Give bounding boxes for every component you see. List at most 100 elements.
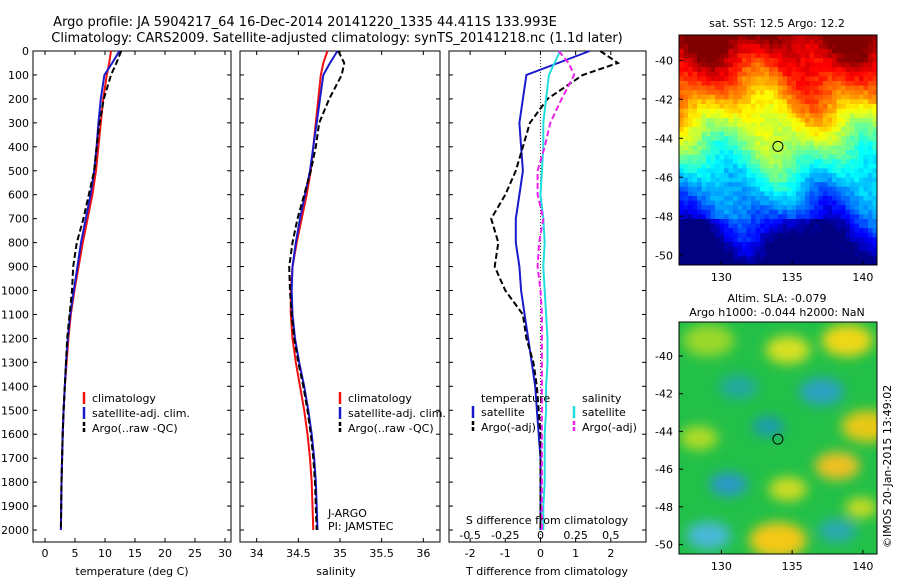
sst-cell bbox=[809, 81, 815, 87]
sst-cell bbox=[688, 255, 694, 261]
sst-cell bbox=[832, 191, 838, 197]
sst-cell bbox=[755, 214, 761, 220]
sst-cell bbox=[719, 127, 725, 133]
sst-cell bbox=[715, 255, 721, 261]
sst-cell bbox=[679, 219, 685, 225]
y-tick-label: 600 bbox=[8, 189, 29, 202]
sst-cell bbox=[701, 90, 707, 96]
sst-cell bbox=[742, 182, 748, 188]
sst-cell bbox=[850, 255, 856, 261]
sst-cell bbox=[791, 76, 797, 82]
sst-cell bbox=[769, 122, 775, 128]
sst-cell bbox=[859, 163, 865, 169]
sst-cell bbox=[755, 251, 761, 257]
salinity-axes-frame bbox=[239, 50, 441, 543]
sst-cell bbox=[818, 260, 824, 265]
sst-cell bbox=[832, 205, 838, 211]
sst-cell bbox=[823, 145, 829, 151]
sst-cell bbox=[863, 209, 869, 215]
sst-cell bbox=[679, 186, 685, 192]
sst-cell bbox=[778, 58, 784, 64]
sst-cell bbox=[737, 136, 743, 142]
sst-cell bbox=[854, 186, 860, 192]
sst-cell bbox=[773, 35, 779, 41]
sst-cell bbox=[841, 214, 847, 220]
sst-cell bbox=[782, 108, 788, 114]
sst-cell bbox=[692, 260, 698, 265]
sst-cell bbox=[760, 67, 766, 73]
sst-cell bbox=[742, 191, 748, 197]
sst-cell bbox=[814, 58, 820, 64]
sst-cell bbox=[823, 191, 829, 197]
sst-cell bbox=[715, 44, 721, 50]
sla-anomaly-blob bbox=[679, 426, 718, 450]
sst-cell bbox=[697, 76, 703, 82]
sst-cell bbox=[755, 145, 761, 151]
sst-cell bbox=[737, 246, 743, 252]
sst-cell bbox=[809, 168, 815, 174]
sst-cell bbox=[872, 200, 877, 206]
sst-cell bbox=[733, 228, 739, 234]
sst-cell bbox=[805, 255, 811, 261]
sst-cell bbox=[823, 150, 829, 156]
sst-cell bbox=[863, 108, 869, 114]
sst-cell bbox=[863, 260, 869, 265]
sst-cell bbox=[863, 191, 869, 197]
sst-cell bbox=[751, 108, 757, 114]
sst-cell bbox=[872, 150, 877, 156]
sst-cell bbox=[706, 53, 712, 59]
sst-cell bbox=[818, 228, 824, 234]
sst-cell bbox=[760, 251, 766, 257]
sst-cell bbox=[706, 131, 712, 137]
sst-cell bbox=[778, 145, 784, 151]
sst-cell bbox=[764, 209, 770, 215]
sst-cell bbox=[769, 85, 775, 91]
sst-cell bbox=[859, 154, 865, 160]
sst-cell bbox=[827, 237, 833, 243]
sst-cell bbox=[755, 44, 761, 50]
sst-cell bbox=[715, 76, 721, 82]
sst-cell bbox=[710, 127, 716, 133]
sst-cell bbox=[809, 237, 815, 243]
sst-cell bbox=[818, 140, 824, 146]
sst-cell bbox=[733, 117, 739, 123]
sst-cell bbox=[769, 108, 775, 114]
sst-cell bbox=[755, 39, 761, 45]
sst-cell bbox=[755, 35, 761, 41]
sst-cell bbox=[773, 246, 779, 252]
sst-cell bbox=[710, 200, 716, 206]
sst-cell bbox=[773, 81, 779, 87]
sst-cell bbox=[715, 90, 721, 96]
sst-cell bbox=[809, 173, 815, 179]
sst-cell bbox=[737, 117, 743, 123]
sst-cell bbox=[872, 67, 877, 73]
sst-cell bbox=[778, 246, 784, 252]
sst-cell bbox=[796, 44, 802, 50]
sst-cell bbox=[719, 62, 725, 68]
sst-cell bbox=[719, 67, 725, 73]
sst-cell bbox=[832, 154, 838, 160]
sst-cell bbox=[751, 117, 757, 123]
sst-cell bbox=[697, 122, 703, 128]
sst-cell bbox=[782, 62, 788, 68]
sst-cell bbox=[733, 39, 739, 45]
sst-cell bbox=[773, 168, 779, 174]
sst-cell bbox=[719, 81, 725, 87]
sst-cell bbox=[692, 186, 698, 192]
sst-cell bbox=[782, 122, 788, 128]
sst-cell bbox=[841, 62, 847, 68]
sst-cell bbox=[710, 150, 716, 156]
sst-cell bbox=[836, 163, 842, 169]
sst-cell bbox=[854, 196, 860, 202]
sst-cell bbox=[823, 85, 829, 91]
sst-cell bbox=[832, 108, 838, 114]
sst-cell bbox=[814, 255, 820, 261]
sst-cell bbox=[706, 237, 712, 243]
sst-cell bbox=[791, 99, 797, 105]
sst-cell bbox=[756, 265, 761, 270]
sst-cell bbox=[841, 186, 847, 192]
sst-cell bbox=[710, 53, 716, 59]
sst-cell bbox=[733, 214, 739, 220]
sst-cell bbox=[841, 131, 847, 137]
sst-cell bbox=[818, 255, 824, 261]
